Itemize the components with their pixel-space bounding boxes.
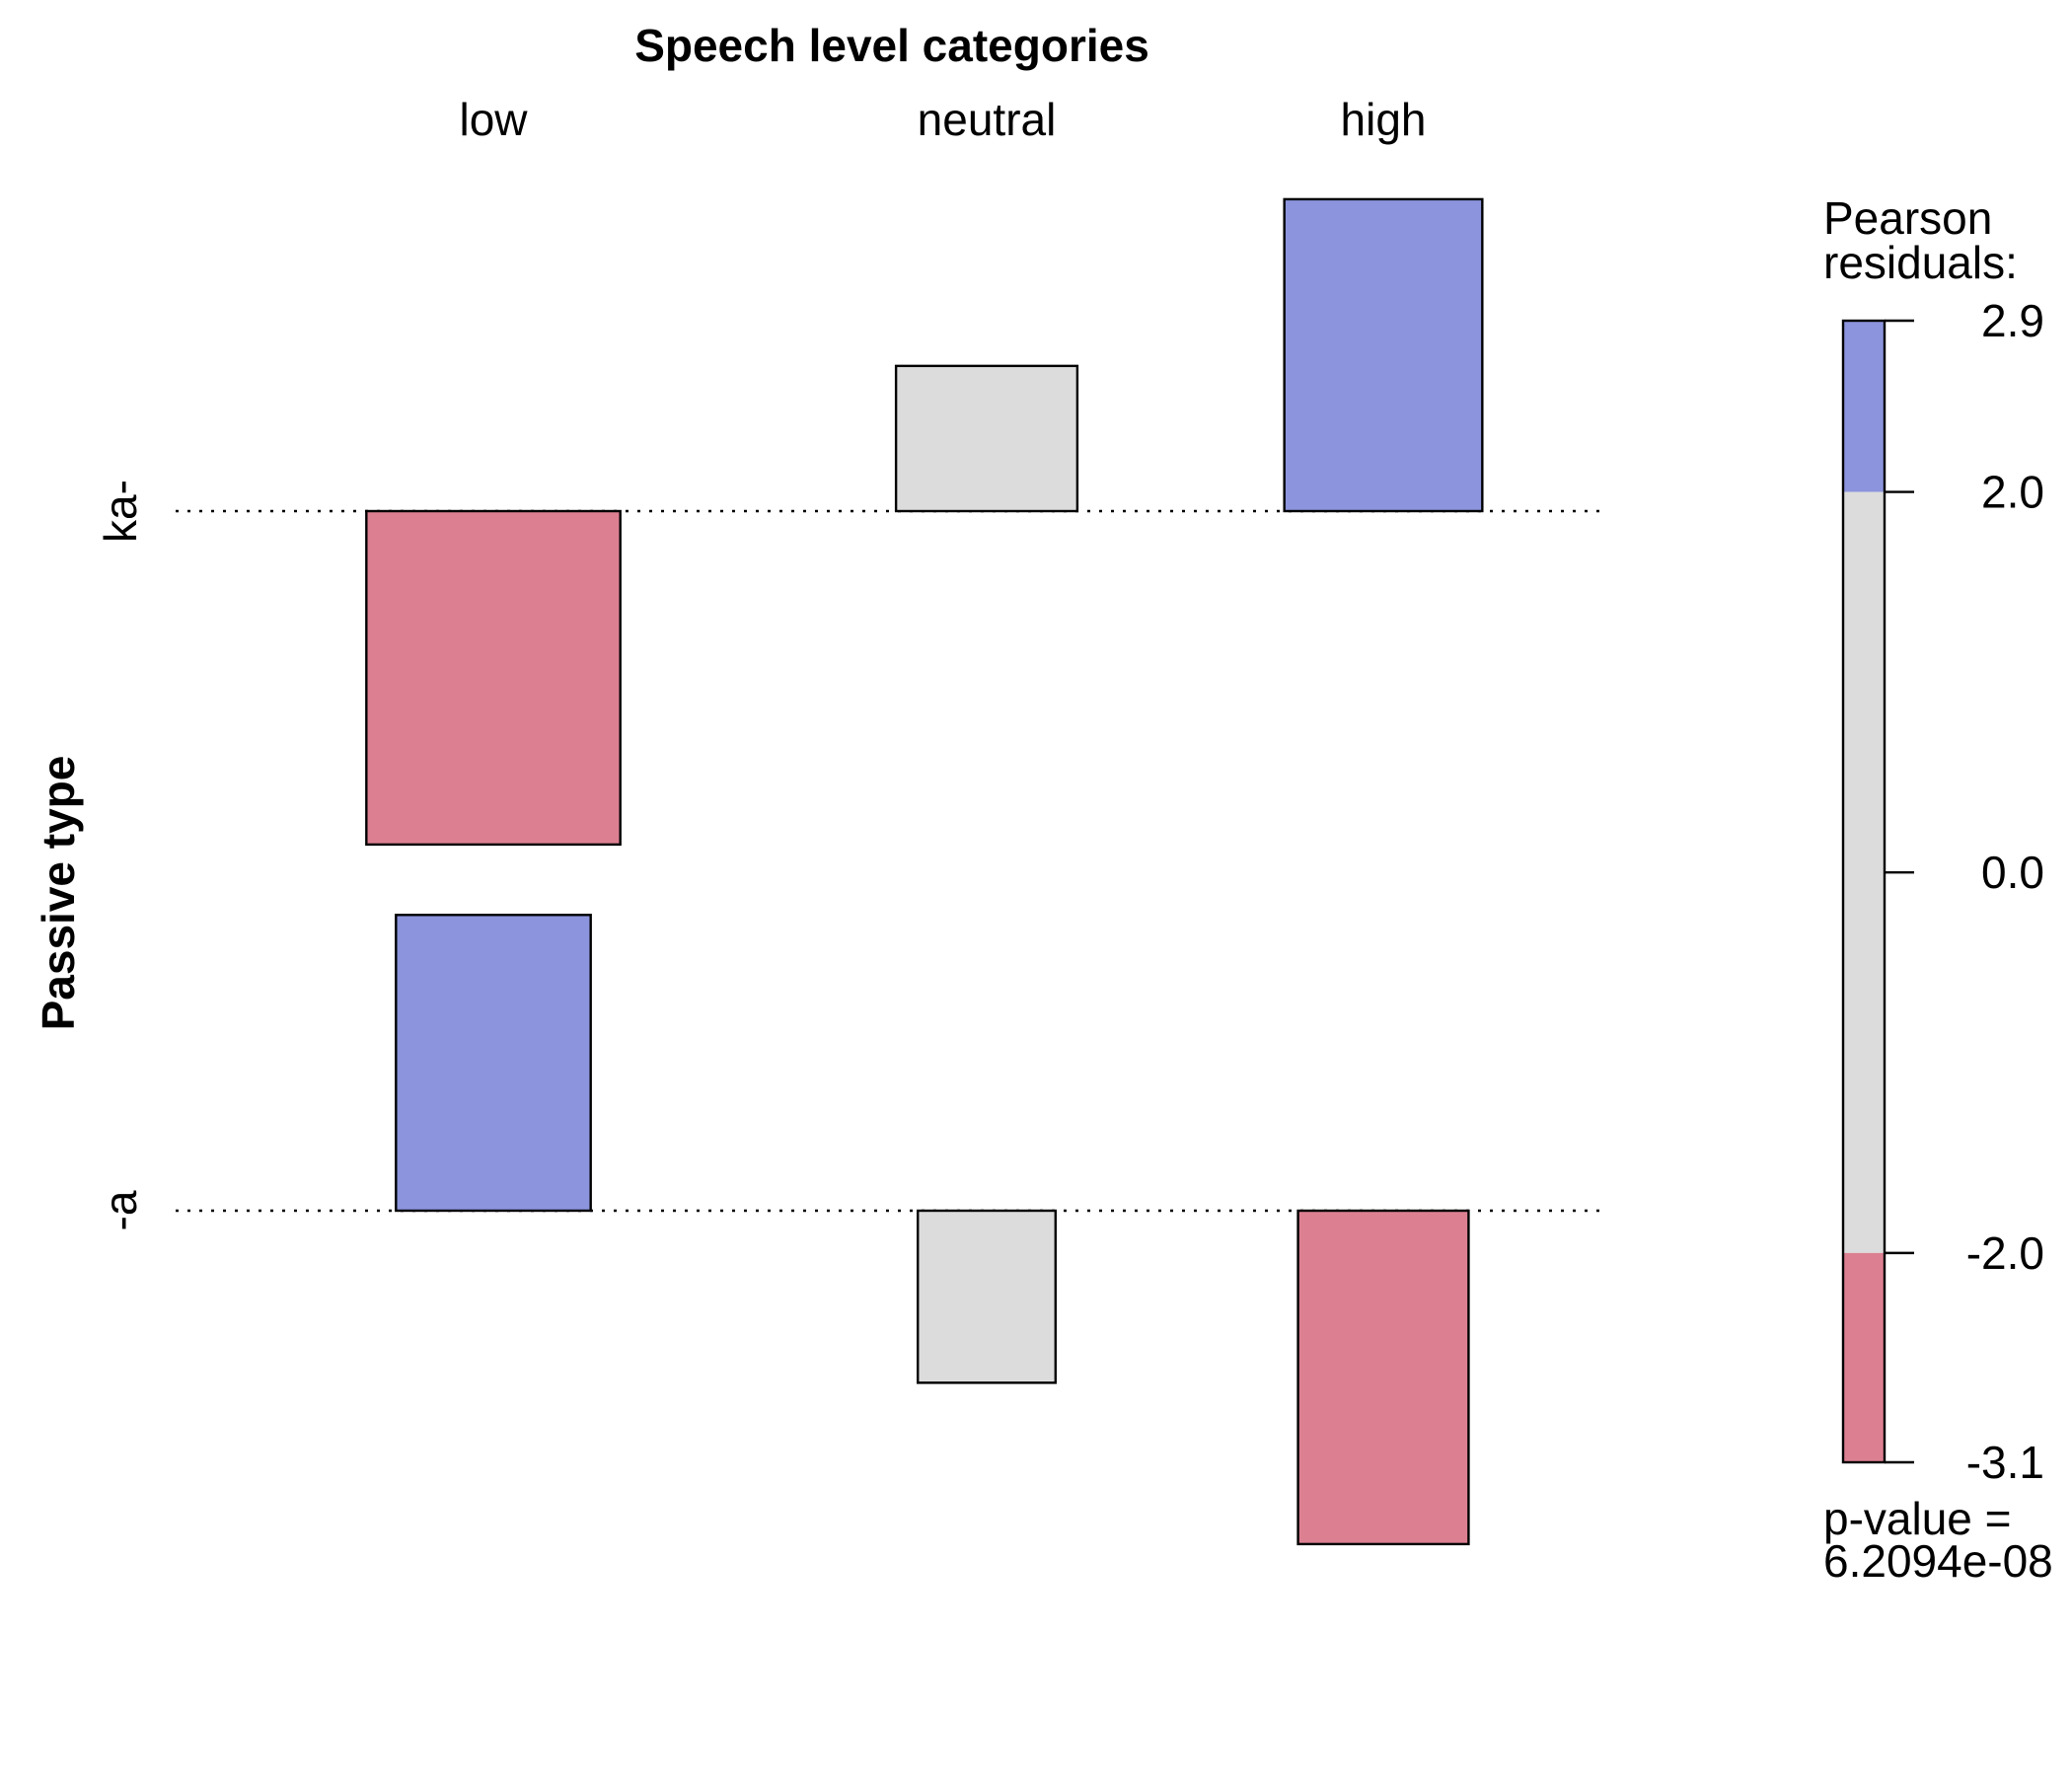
legend-segment-positive (1843, 321, 1885, 492)
cell-1-neutral (917, 1209, 1057, 1384)
y-axis-title: Passive type (33, 756, 84, 1031)
cell-1-high (1296, 1209, 1470, 1546)
legend-tick-label-1: 2.0 (1981, 467, 2044, 518)
column-label-low: low (459, 94, 528, 145)
legend-title-line-0: Pearson (1823, 192, 1992, 244)
column-label-neutral: neutral (918, 94, 1057, 145)
cell-0-neutral (894, 364, 1079, 513)
column-label-high: high (1341, 94, 1427, 145)
residual-cells (365, 197, 1484, 1546)
legend-tick-label-4: -3.1 (1966, 1437, 2044, 1488)
cell-0-high (1283, 197, 1484, 513)
column-labels: low neutral high (459, 94, 1426, 145)
p-value-line-0: p-value = (1823, 1493, 2012, 1544)
row-label-0: ka- (95, 480, 146, 543)
legend-segment-negative (1843, 1252, 1885, 1462)
legend-tick-label-3: -2.0 (1966, 1227, 2044, 1279)
legend-tick-label-0: 2.9 (1981, 295, 2044, 346)
legend-tick-label-2: 0.0 (1981, 847, 2044, 898)
legend-segment-neutral (1843, 491, 1885, 1253)
row-label-1: -a (95, 1190, 146, 1230)
cell-0-low (365, 509, 622, 847)
row-labels: ka- -a (95, 480, 146, 1230)
p-value-line-1: 6.2094e-08 (1823, 1535, 2053, 1587)
x-axis-title: Speech level categories (634, 20, 1149, 71)
legend-bar-outline (1841, 319, 1887, 1464)
legend-title-line-1: residuals: (1823, 237, 2018, 288)
cell-1-low (395, 914, 592, 1213)
